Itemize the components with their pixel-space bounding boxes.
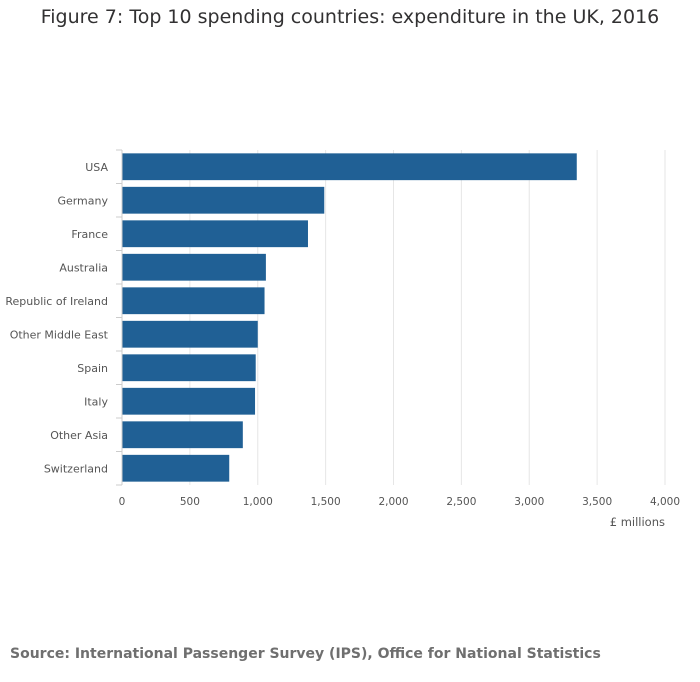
x-tick-label: 4,000 xyxy=(650,496,680,508)
bar xyxy=(122,421,243,449)
x-tick-label: 2,500 xyxy=(446,496,476,508)
bar xyxy=(122,354,256,382)
x-tick-label: 500 xyxy=(180,496,200,508)
bar xyxy=(122,287,265,315)
bar xyxy=(122,320,258,348)
source-note: Source: International Passenger Survey (… xyxy=(10,646,601,662)
y-category-label: Republic of Ireland xyxy=(5,295,108,308)
x-tick-label: 3,500 xyxy=(582,496,612,508)
y-category-label: Italy xyxy=(84,395,108,408)
x-tick-label: 1,500 xyxy=(311,496,341,508)
y-category-label: Germany xyxy=(57,194,108,207)
x-tick-label: 1,000 xyxy=(243,496,273,508)
gridlines xyxy=(189,150,666,485)
x-tick-label: 0 xyxy=(119,496,126,508)
bar xyxy=(122,253,266,281)
chart-title: Figure 7: Top 10 spending countries: exp… xyxy=(40,6,660,28)
bar xyxy=(122,220,308,248)
bar xyxy=(122,153,577,181)
y-category-label: Switzerland xyxy=(44,462,108,475)
x-axis-title: £ millions xyxy=(610,515,665,529)
x-tick-label: 3,000 xyxy=(514,496,544,508)
axes xyxy=(116,149,123,486)
y-category-label: France xyxy=(71,228,108,241)
labels: 0 500 1,000 1,500 2,000 2,500 3,000 3,500 4,000 U… xyxy=(5,161,680,529)
y-category-label: Other Asia xyxy=(50,429,108,442)
bars xyxy=(122,153,577,482)
bar xyxy=(122,186,325,214)
y-category-label: Spain xyxy=(77,362,108,375)
bar xyxy=(122,387,256,415)
y-category-label: Australia xyxy=(59,261,108,274)
bar xyxy=(122,454,230,482)
y-category-label: USA xyxy=(85,161,108,174)
y-category-label: Other Middle East xyxy=(10,328,109,341)
x-tick-label: 2,000 xyxy=(378,496,408,508)
